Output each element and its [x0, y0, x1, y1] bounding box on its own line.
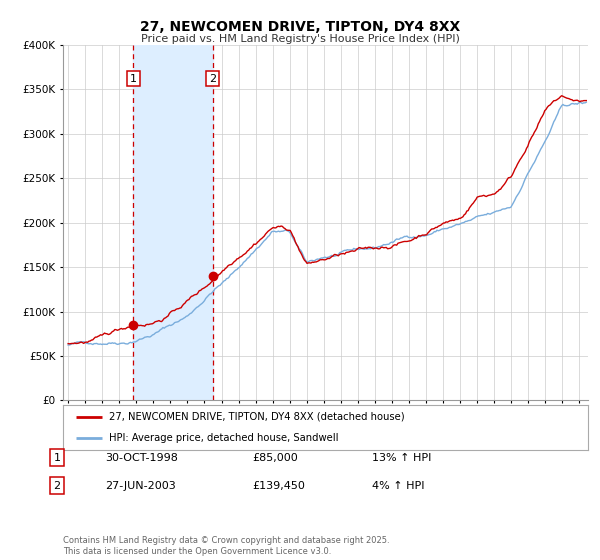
- Text: 1: 1: [130, 73, 137, 83]
- Text: £139,450: £139,450: [252, 480, 305, 491]
- Text: Contains HM Land Registry data © Crown copyright and database right 2025.
This d: Contains HM Land Registry data © Crown c…: [63, 536, 389, 556]
- Text: 1: 1: [53, 452, 61, 463]
- Text: 30-OCT-1998: 30-OCT-1998: [105, 452, 178, 463]
- Text: HPI: Average price, detached house, Sandwell: HPI: Average price, detached house, Sand…: [109, 432, 338, 442]
- Text: 27-JUN-2003: 27-JUN-2003: [105, 480, 176, 491]
- Text: 27, NEWCOMEN DRIVE, TIPTON, DY4 8XX (detached house): 27, NEWCOMEN DRIVE, TIPTON, DY4 8XX (det…: [109, 412, 405, 422]
- Text: 4% ↑ HPI: 4% ↑ HPI: [372, 480, 425, 491]
- Bar: [133, 45, 213, 400]
- Text: £85,000: £85,000: [252, 452, 298, 463]
- Text: 27, NEWCOMEN DRIVE, TIPTON, DY4 8XX: 27, NEWCOMEN DRIVE, TIPTON, DY4 8XX: [140, 20, 460, 34]
- Text: Price paid vs. HM Land Registry's House Price Index (HPI): Price paid vs. HM Land Registry's House …: [140, 34, 460, 44]
- Text: 2: 2: [53, 480, 61, 491]
- Text: 2: 2: [209, 73, 217, 83]
- Text: 13% ↑ HPI: 13% ↑ HPI: [372, 452, 431, 463]
